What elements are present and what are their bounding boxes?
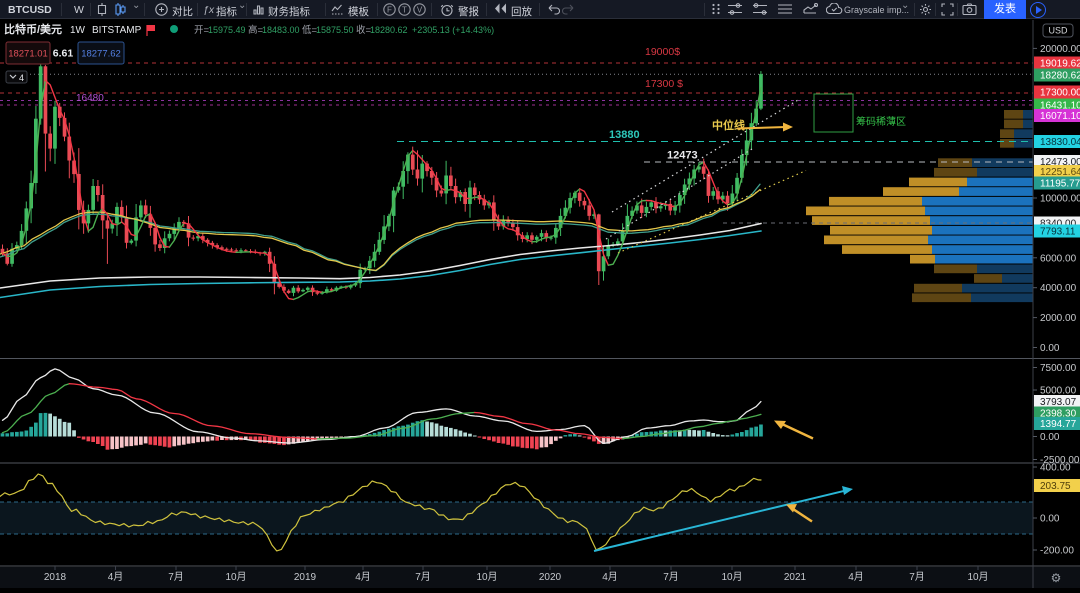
svg-text:12473.00: 12473.00 bbox=[1040, 157, 1080, 168]
svg-text:1W: 1W bbox=[70, 25, 86, 36]
svg-text:12251.64: 12251.64 bbox=[1040, 167, 1080, 178]
svg-text:4月: 4月 bbox=[355, 571, 371, 583]
svg-text:7793.11: 7793.11 bbox=[1040, 227, 1076, 238]
svg-text:7月: 7月 bbox=[663, 571, 679, 583]
svg-text:13880: 13880 bbox=[609, 129, 640, 141]
svg-text:7月: 7月 bbox=[168, 571, 184, 583]
svg-text:4: 4 bbox=[19, 73, 24, 83]
svg-text:6000.00: 6000.00 bbox=[1040, 253, 1077, 264]
svg-text:19000$: 19000$ bbox=[645, 46, 680, 58]
svg-text:13830.04: 13830.04 bbox=[1040, 137, 1080, 148]
svg-text:7500.00: 7500.00 bbox=[1040, 363, 1077, 374]
svg-text:筹码稀薄区: 筹码稀薄区 bbox=[856, 115, 906, 128]
svg-text:开=: 开= bbox=[194, 25, 210, 36]
svg-text:0.00: 0.00 bbox=[1040, 432, 1060, 443]
svg-text:17300 $: 17300 $ bbox=[645, 78, 683, 90]
svg-text:10月: 10月 bbox=[721, 571, 742, 583]
svg-text:USD: USD bbox=[1048, 26, 1068, 36]
svg-text:400.00: 400.00 bbox=[1040, 463, 1071, 474]
svg-text:18277.62: 18277.62 bbox=[81, 49, 121, 60]
svg-text:-2500.00: -2500.00 bbox=[1040, 455, 1080, 466]
svg-text:5000.00: 5000.00 bbox=[1040, 386, 1077, 397]
svg-text:V: V bbox=[417, 6, 423, 15]
svg-text:18280.62: 18280.62 bbox=[1040, 71, 1080, 82]
svg-text:4月: 4月 bbox=[602, 571, 618, 583]
svg-text:BITSTAMP: BITSTAMP bbox=[92, 25, 142, 36]
svg-text:16071.10: 16071.10 bbox=[1040, 111, 1080, 122]
svg-text:16480: 16480 bbox=[76, 93, 104, 104]
svg-text:T: T bbox=[402, 6, 407, 15]
svg-text:7月: 7月 bbox=[415, 571, 431, 583]
svg-text:中位线: 中位线 bbox=[712, 118, 745, 132]
svg-text:11195.77: 11195.77 bbox=[1040, 179, 1080, 190]
svg-text:15975.49: 15975.49 bbox=[208, 25, 246, 35]
svg-text:2018: 2018 bbox=[44, 572, 67, 583]
svg-text:10月: 10月 bbox=[476, 571, 497, 583]
svg-text:18280.62: 18280.62 bbox=[370, 25, 408, 35]
svg-text:12473: 12473 bbox=[667, 150, 698, 162]
svg-text:1394.77: 1394.77 bbox=[1040, 419, 1077, 430]
svg-text:10月: 10月 bbox=[967, 571, 988, 583]
svg-text:3793.07: 3793.07 bbox=[1040, 397, 1077, 408]
svg-text:4月: 4月 bbox=[108, 571, 124, 583]
svg-text:比特币/美元: 比特币/美元 bbox=[4, 22, 62, 36]
svg-text:2398.30: 2398.30 bbox=[1040, 409, 1077, 420]
svg-text:0.00: 0.00 bbox=[1040, 514, 1060, 525]
svg-text:7月: 7月 bbox=[909, 571, 925, 583]
svg-text:18483.00: 18483.00 bbox=[262, 25, 300, 35]
svg-text:4月: 4月 bbox=[848, 571, 864, 583]
svg-text:203.75: 203.75 bbox=[1040, 481, 1071, 492]
svg-text:-200.00: -200.00 bbox=[1040, 546, 1074, 557]
svg-text:18271.01: 18271.01 bbox=[8, 49, 48, 60]
svg-text:+2305.13 (+14.43%): +2305.13 (+14.43%) bbox=[412, 25, 494, 35]
svg-text:20000.00: 20000.00 bbox=[1040, 44, 1080, 55]
svg-text:8340.00: 8340.00 bbox=[1040, 219, 1077, 230]
svg-text:2019: 2019 bbox=[294, 572, 317, 583]
svg-text:2000.00: 2000.00 bbox=[1040, 313, 1077, 324]
svg-text:⚙: ⚙ bbox=[1051, 571, 1062, 585]
svg-text:15875.50: 15875.50 bbox=[316, 25, 354, 35]
svg-text:4000.00: 4000.00 bbox=[1040, 283, 1077, 294]
svg-text:2020: 2020 bbox=[539, 572, 562, 583]
svg-text:低=: 低= bbox=[302, 24, 318, 36]
svg-text:F: F bbox=[387, 6, 392, 15]
svg-text:收=: 收= bbox=[356, 24, 372, 36]
svg-text:17300.00: 17300.00 bbox=[1040, 88, 1080, 99]
svg-text:10月: 10月 bbox=[225, 571, 246, 583]
svg-text:0.00: 0.00 bbox=[1040, 343, 1060, 354]
svg-text:10000.00: 10000.00 bbox=[1040, 194, 1080, 205]
svg-text:6.61: 6.61 bbox=[53, 48, 74, 60]
svg-text:高=: 高= bbox=[248, 24, 264, 36]
svg-text:19019.62: 19019.62 bbox=[1040, 59, 1080, 70]
svg-text:2021: 2021 bbox=[784, 572, 807, 583]
svg-text:16431.10: 16431.10 bbox=[1040, 101, 1080, 112]
